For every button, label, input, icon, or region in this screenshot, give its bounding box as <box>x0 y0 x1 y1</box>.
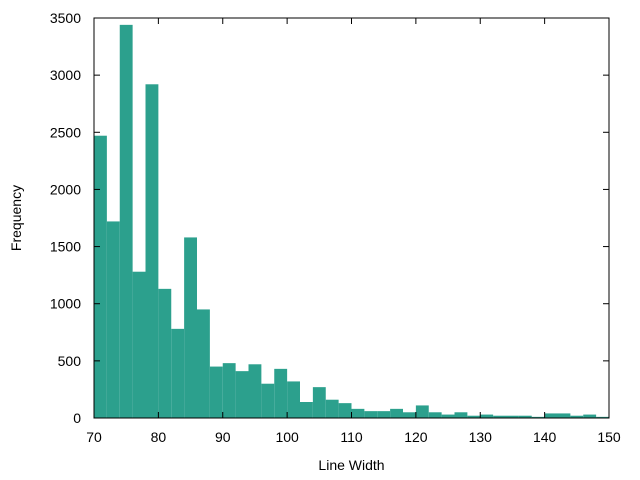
histogram-bar <box>454 412 468 418</box>
x-axis-label: Line Width <box>318 457 384 473</box>
histogram-bar <box>158 288 172 418</box>
x-tick-label: 130 <box>469 429 493 445</box>
histogram-bar <box>531 416 545 418</box>
x-tick-label: 150 <box>597 429 621 445</box>
histogram-bar <box>197 309 210 418</box>
x-tick-label: 90 <box>215 429 231 445</box>
y-tick-label: 500 <box>58 353 82 369</box>
histogram-bar <box>441 414 455 418</box>
y-tick-label: 2500 <box>50 124 81 140</box>
histogram-bar <box>287 381 300 418</box>
histogram-bar <box>94 135 107 418</box>
histogram-bar <box>596 416 609 418</box>
y-axis-label: Frequency <box>8 185 24 251</box>
y-tick-label: 3500 <box>50 10 81 26</box>
histogram-bar <box>132 271 146 418</box>
histogram-bar <box>184 237 197 418</box>
histogram-bar <box>428 412 442 418</box>
y-tick-label: 1000 <box>50 296 81 312</box>
histogram-bar <box>274 368 288 418</box>
histogram-bar <box>506 415 519 418</box>
x-tick-label: 140 <box>533 429 557 445</box>
histogram-bar <box>209 366 223 418</box>
y-tick-label: 2000 <box>50 181 81 197</box>
histogram-bar <box>300 402 313 418</box>
histogram-bar <box>493 415 506 418</box>
histogram-bar <box>248 364 262 418</box>
x-tick-label: 80 <box>151 429 167 445</box>
y-tick-label: 0 <box>73 410 81 426</box>
histogram-bar <box>261 383 275 418</box>
histogram-bars <box>94 24 609 419</box>
histogram-bar <box>312 387 326 418</box>
histogram-bar <box>106 221 120 418</box>
histogram-bar <box>338 403 352 418</box>
histogram-bar <box>145 84 159 419</box>
histogram-bar <box>119 24 133 418</box>
histogram-bar <box>222 363 236 418</box>
x-tick-label: 110 <box>340 429 363 445</box>
histogram-bar <box>171 328 185 418</box>
x-tick-label: 120 <box>404 429 428 445</box>
axis-ticks: 70 80 90 100 110 120 130 140 1500500100015002000… <box>50 10 621 445</box>
histogram-bar <box>235 371 249 418</box>
histogram-bar <box>570 415 584 418</box>
histogram-bar <box>390 408 403 418</box>
histogram-bar <box>415 405 429 418</box>
histogram-bar <box>325 399 339 418</box>
histogram-bar <box>467 415 481 418</box>
histogram-bar <box>557 413 571 418</box>
y-tick-label: 3000 <box>50 67 81 83</box>
histogram-bar <box>583 414 597 418</box>
x-tick-label: 70 <box>86 429 102 445</box>
histogram-bar <box>351 408 365 418</box>
histogram-bar <box>480 414 494 418</box>
histogram-bar <box>544 413 558 418</box>
histogram-bar <box>364 411 378 418</box>
histogram-bar <box>518 415 532 418</box>
y-tick-label: 1500 <box>50 239 81 255</box>
x-tick-label: 100 <box>275 429 299 445</box>
histogram-bar <box>403 412 416 418</box>
histogram-bar <box>377 411 391 418</box>
